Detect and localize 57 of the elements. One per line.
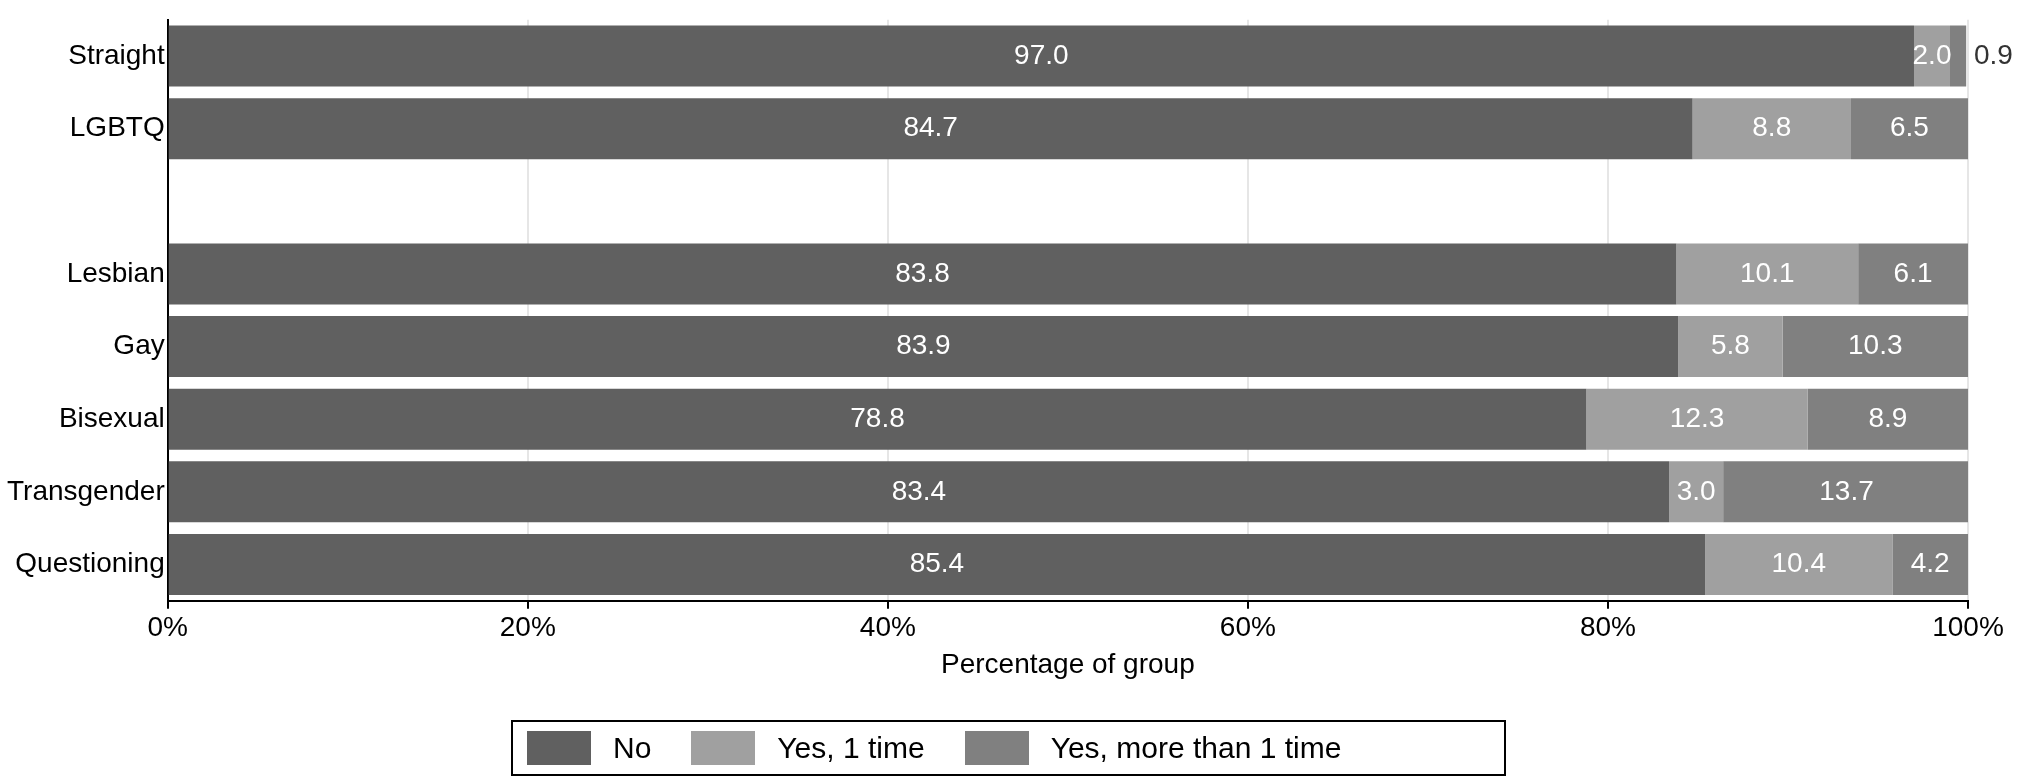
- bar: [168, 25, 1914, 87]
- data-label: 97.0: [1014, 38, 1069, 70]
- bar: [1669, 461, 1724, 523]
- x-tick-label: 100%: [1932, 611, 2004, 643]
- data-label: 3.0: [1676, 474, 1716, 506]
- x-tick-label: 40%: [859, 611, 916, 643]
- legend-label: No: [613, 731, 652, 765]
- y-tick-label: Bisexual: [58, 401, 165, 433]
- data-label: 8.9: [1868, 401, 1908, 433]
- data-label: 10.1: [1740, 256, 1795, 288]
- data-label: 6.1: [1893, 256, 1933, 288]
- bar: [1705, 533, 1893, 595]
- data-label: 10.3: [1848, 329, 1903, 361]
- data-label: 84.7: [903, 111, 958, 143]
- data-label: 2.0: [1912, 38, 1952, 70]
- bar: [1858, 243, 1968, 305]
- bar: [168, 316, 1679, 378]
- bar: [1676, 243, 1859, 305]
- y-tick-label: Lesbian: [66, 256, 165, 288]
- data-label: 10.4: [1771, 547, 1827, 579]
- legend-label: Yes, more than 1 time: [1050, 731, 1342, 765]
- x-tick-label: 20%: [499, 611, 556, 643]
- bar: [168, 243, 1677, 305]
- x-axis-title: Percentage of group: [940, 647, 1195, 679]
- x-tick-label: 60%: [1219, 611, 1276, 643]
- data-label: 0.9: [1973, 38, 2013, 70]
- data-label: 6.5: [1890, 111, 1929, 143]
- data-label: 85.4: [909, 547, 965, 579]
- bar: [1586, 388, 1808, 450]
- bar: [168, 98, 1693, 160]
- bar: [1692, 98, 1851, 160]
- legend-label: Yes, 1 time: [777, 731, 925, 765]
- data-label: 12.3: [1669, 401, 1725, 433]
- bar: [1892, 533, 1968, 595]
- data-label: 13.7: [1819, 474, 1874, 506]
- bar: [1782, 316, 1968, 378]
- bar: [1950, 25, 1967, 87]
- bar: [1678, 316, 1783, 378]
- data-label: 5.8: [1710, 329, 1750, 361]
- y-tick-label: Gay: [113, 329, 165, 361]
- bar: [1850, 98, 1968, 160]
- y-tick-label: LGBTQ: [69, 111, 165, 143]
- data-label: 8.8: [1752, 111, 1792, 143]
- bar: [1807, 388, 1968, 450]
- data-label: 83.8: [895, 256, 950, 288]
- y-tick-label: Transgender: [7, 474, 165, 506]
- x-tick-label: 0%: [147, 611, 188, 643]
- data-label: 78.8: [850, 401, 905, 433]
- bar: [168, 533, 1706, 595]
- x-tick-label: 80%: [1579, 611, 1636, 643]
- y-tick-label: Straight: [68, 38, 165, 70]
- data-label: 83.4: [891, 474, 947, 506]
- data-label: 83.9: [896, 329, 951, 361]
- data-label: 4.2: [1910, 547, 1950, 579]
- y-tick-label: Questioning: [15, 547, 165, 579]
- bar: [168, 461, 1670, 523]
- bar: [168, 388, 1587, 450]
